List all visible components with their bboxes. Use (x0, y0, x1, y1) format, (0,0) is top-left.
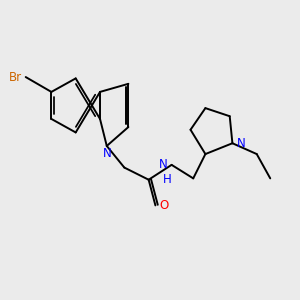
Text: H: H (163, 173, 172, 186)
Text: O: O (160, 199, 169, 212)
Text: N: N (102, 147, 111, 160)
Text: N: N (236, 137, 245, 150)
Text: Br: Br (8, 70, 22, 83)
Text: N: N (159, 158, 168, 171)
